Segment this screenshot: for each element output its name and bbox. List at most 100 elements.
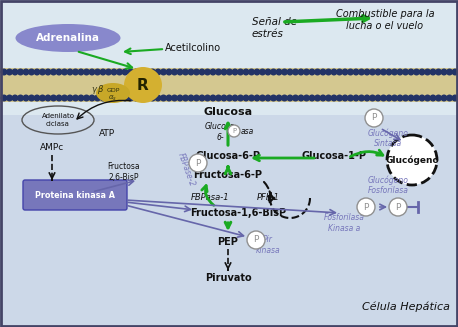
Text: Glucógeno
Fosforilasa: Glucógeno Fosforilasa — [368, 175, 409, 195]
Circle shape — [56, 69, 62, 75]
Circle shape — [247, 231, 265, 249]
Circle shape — [326, 69, 331, 75]
Circle shape — [133, 69, 139, 75]
Text: P: P — [253, 235, 259, 245]
Text: Glucosa-6-P: Glucosa-6-P — [196, 151, 261, 161]
Circle shape — [62, 95, 67, 101]
Circle shape — [425, 69, 431, 75]
Circle shape — [161, 95, 166, 101]
Circle shape — [1, 95, 7, 101]
Circle shape — [271, 95, 276, 101]
Circle shape — [183, 69, 188, 75]
Text: Célula Hepática: Célula Hepática — [362, 301, 450, 312]
Text: $\beta$: $\beta$ — [98, 83, 104, 96]
Circle shape — [260, 69, 265, 75]
Text: Glucosa
6-: Glucosa 6- — [205, 122, 235, 142]
Circle shape — [359, 69, 364, 75]
Circle shape — [161, 69, 166, 75]
Circle shape — [386, 69, 392, 75]
Text: Fructosa-1,6-BisP: Fructosa-1,6-BisP — [190, 208, 286, 218]
Circle shape — [73, 69, 78, 75]
Circle shape — [287, 69, 293, 75]
Circle shape — [309, 69, 315, 75]
Circle shape — [249, 95, 254, 101]
Circle shape — [243, 95, 249, 101]
Circle shape — [144, 95, 150, 101]
Circle shape — [150, 95, 155, 101]
Circle shape — [408, 95, 414, 101]
Text: Pir
kinasa: Pir kinasa — [256, 235, 280, 255]
Circle shape — [304, 95, 309, 101]
Circle shape — [34, 69, 40, 75]
Circle shape — [389, 198, 407, 216]
Text: asa: asa — [240, 128, 254, 136]
Circle shape — [95, 69, 100, 75]
Circle shape — [199, 95, 205, 101]
Circle shape — [441, 69, 447, 75]
Circle shape — [364, 69, 370, 75]
Text: $\gamma$: $\gamma$ — [91, 84, 98, 95]
Circle shape — [40, 69, 45, 75]
Circle shape — [320, 95, 326, 101]
Circle shape — [430, 95, 436, 101]
Circle shape — [243, 69, 249, 75]
Circle shape — [348, 95, 353, 101]
Text: Fructosa-6-P: Fructosa-6-P — [193, 170, 262, 180]
Circle shape — [51, 69, 56, 75]
Circle shape — [414, 69, 420, 75]
Text: GDP: GDP — [106, 88, 120, 93]
Circle shape — [254, 95, 260, 101]
Circle shape — [359, 95, 364, 101]
Circle shape — [408, 69, 414, 75]
Circle shape — [315, 95, 320, 101]
Circle shape — [89, 69, 95, 75]
Ellipse shape — [16, 24, 120, 52]
Circle shape — [370, 95, 375, 101]
Circle shape — [293, 69, 298, 75]
Circle shape — [315, 69, 320, 75]
Circle shape — [403, 95, 408, 101]
Circle shape — [12, 95, 18, 101]
Circle shape — [375, 95, 381, 101]
Circle shape — [150, 69, 155, 75]
Circle shape — [221, 69, 227, 75]
Circle shape — [276, 69, 282, 75]
Circle shape — [210, 69, 216, 75]
Circle shape — [441, 95, 447, 101]
Ellipse shape — [96, 83, 130, 103]
Circle shape — [397, 69, 403, 75]
Circle shape — [238, 95, 243, 101]
Circle shape — [392, 95, 397, 101]
Bar — [0, 115, 458, 327]
Circle shape — [353, 69, 359, 75]
Text: P: P — [232, 128, 236, 134]
Circle shape — [392, 69, 397, 75]
Text: P: P — [363, 202, 369, 212]
Circle shape — [221, 95, 227, 101]
Text: Proteina kinasa A: Proteina kinasa A — [35, 191, 115, 199]
Circle shape — [425, 95, 431, 101]
Circle shape — [155, 69, 161, 75]
Circle shape — [265, 95, 271, 101]
Circle shape — [139, 95, 144, 101]
Circle shape — [89, 95, 95, 101]
Circle shape — [419, 95, 425, 101]
Text: R: R — [137, 77, 149, 93]
Circle shape — [293, 95, 298, 101]
Circle shape — [189, 154, 207, 172]
Circle shape — [188, 69, 194, 75]
Text: Combustible para la
lucha o el vuelo: Combustible para la lucha o el vuelo — [336, 9, 434, 31]
Circle shape — [40, 95, 45, 101]
Circle shape — [177, 95, 183, 101]
Circle shape — [128, 95, 133, 101]
Circle shape — [452, 69, 458, 75]
Circle shape — [67, 95, 73, 101]
Text: Fructosa
2,6-BisP: Fructosa 2,6-BisP — [108, 162, 140, 182]
Circle shape — [282, 69, 287, 75]
Text: Glucosa: Glucosa — [203, 107, 252, 117]
Circle shape — [436, 69, 442, 75]
Text: PEP: PEP — [218, 237, 239, 247]
Circle shape — [155, 95, 161, 101]
Circle shape — [331, 69, 337, 75]
Circle shape — [381, 69, 386, 75]
